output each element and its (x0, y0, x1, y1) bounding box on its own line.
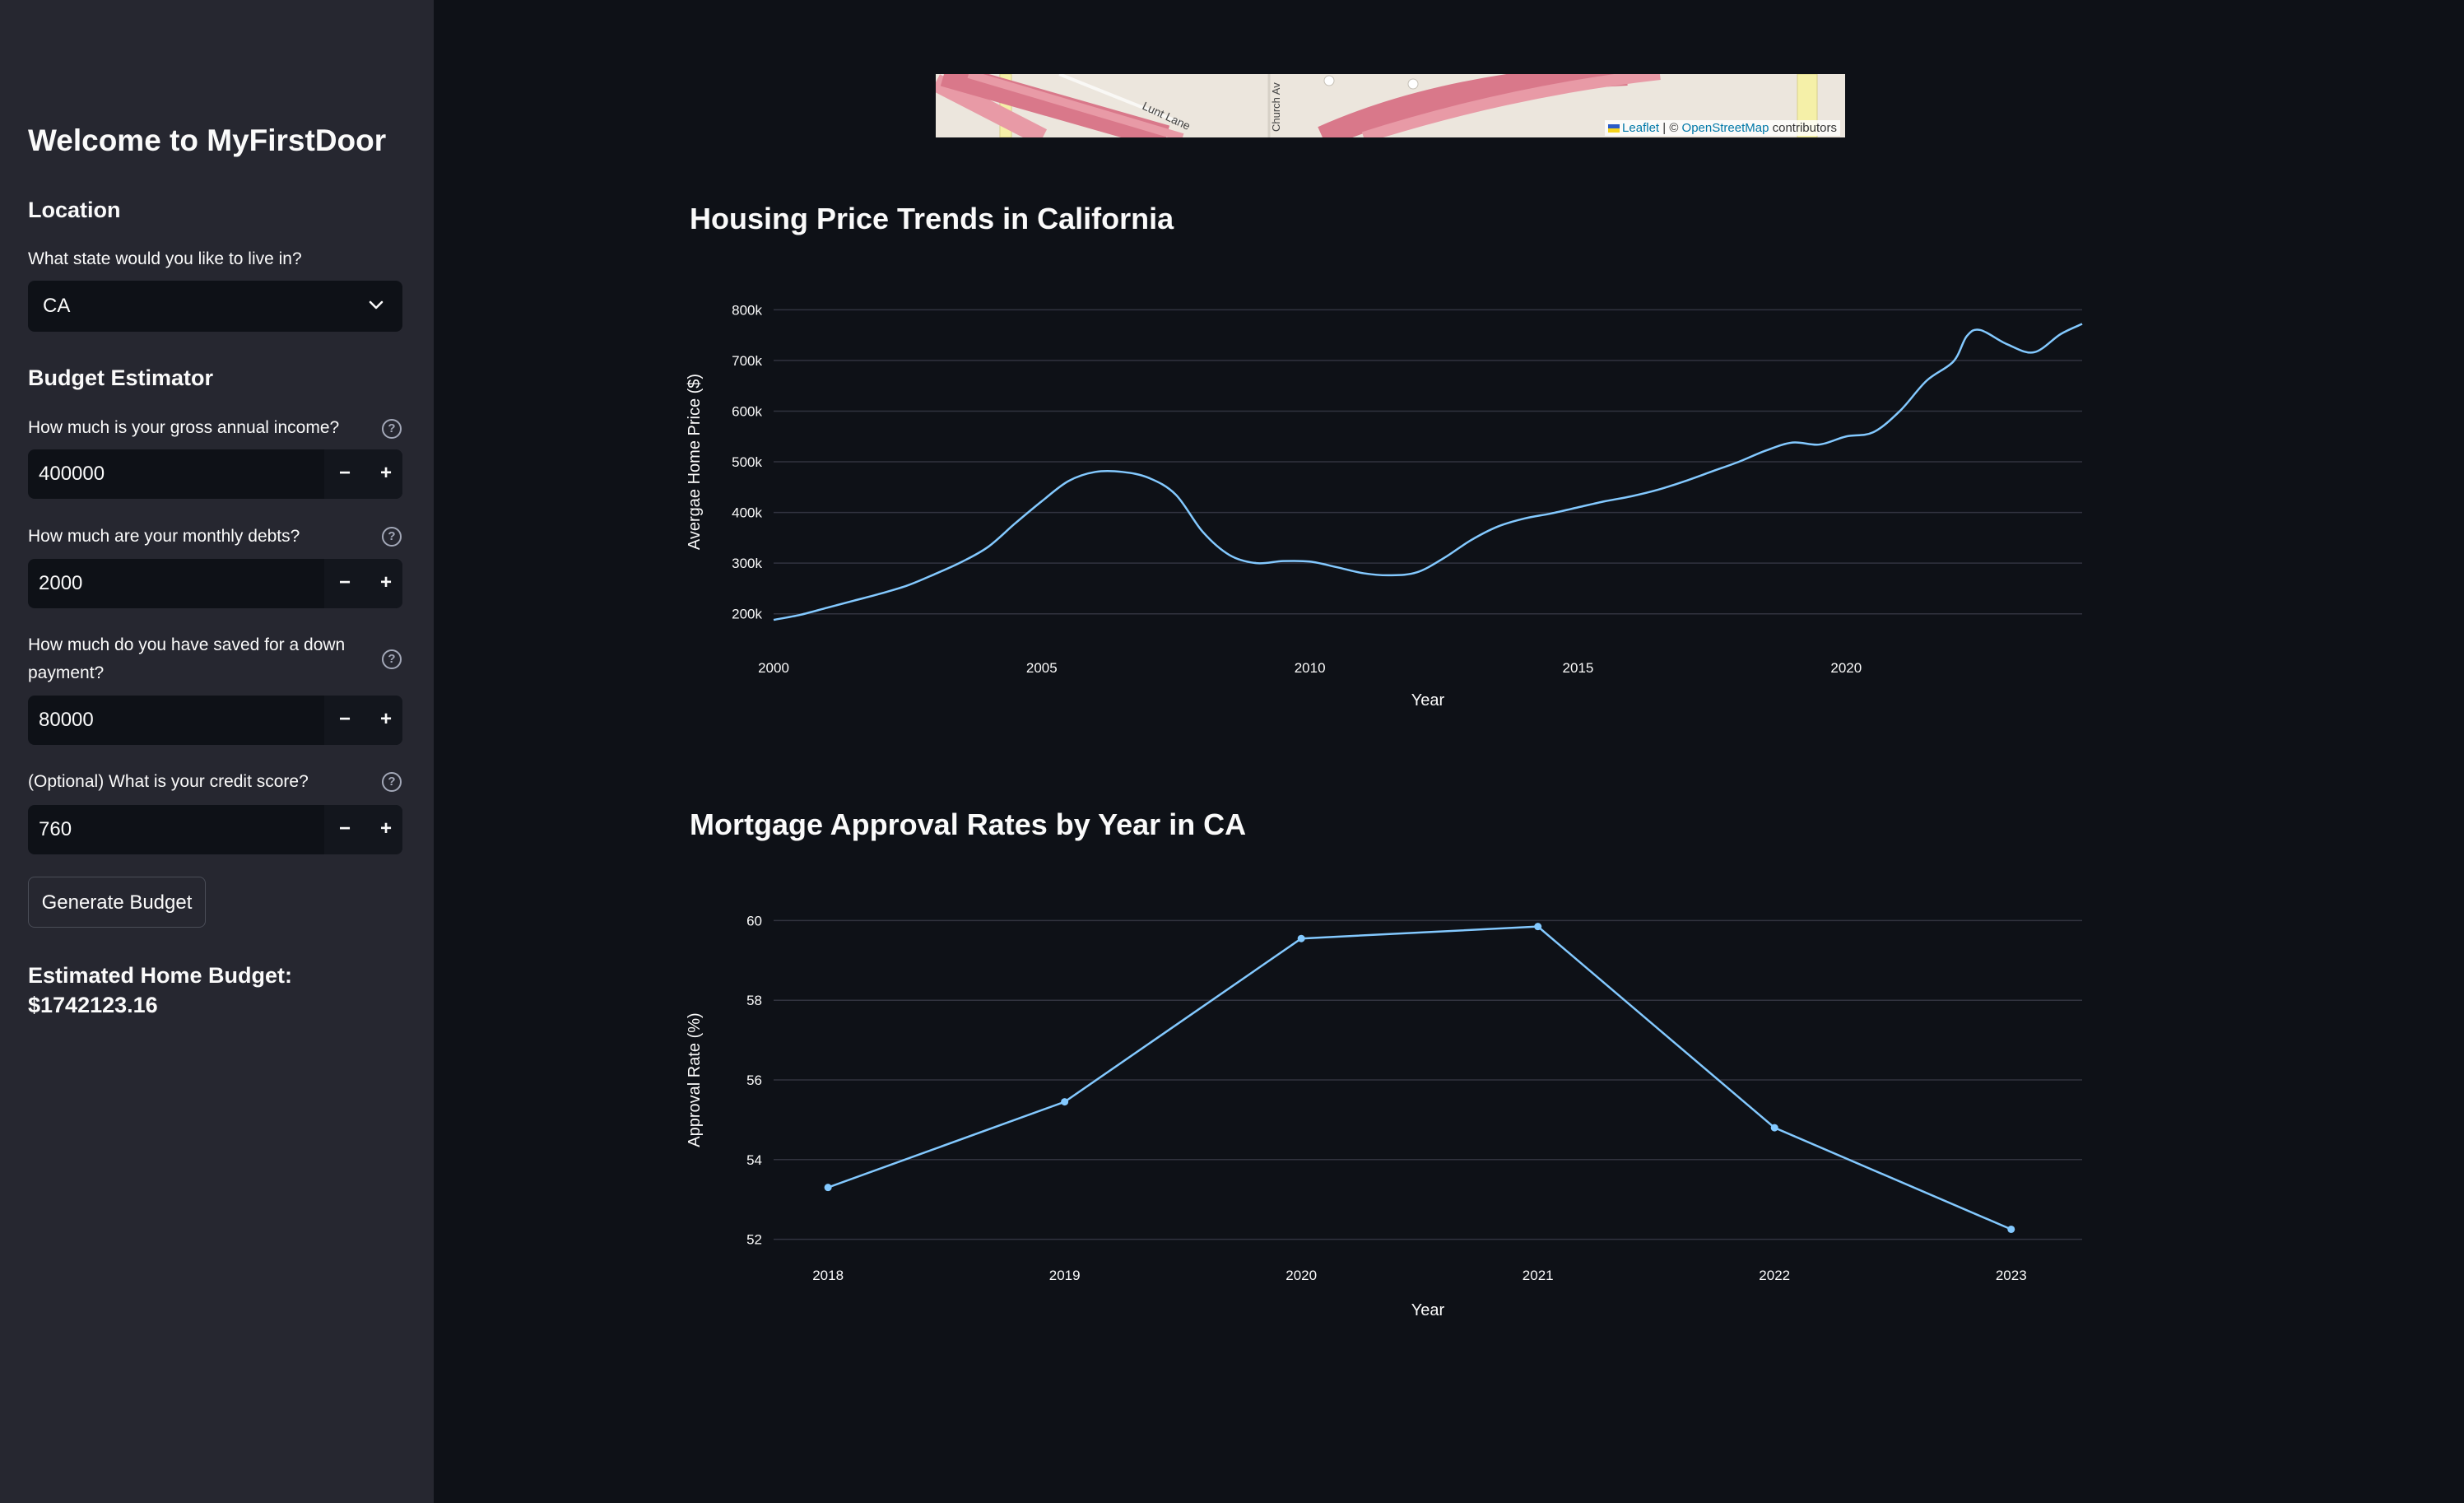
x-tick-label: 2015 (1563, 660, 1594, 676)
generate-budget-button[interactable]: Generate Budget (28, 877, 206, 928)
y-tick-label: 600k (732, 403, 762, 419)
leaflet-link[interactable]: Leaflet (1622, 121, 1660, 135)
credit-score-label: (Optional) What is your credit score? (28, 772, 309, 791)
debts-input[interactable]: 2000 − + (28, 559, 402, 608)
state-label: What state would you like to live in? (28, 249, 302, 268)
y-tick-label: 500k (732, 454, 762, 470)
y-tick-label: 60 (746, 913, 762, 928)
y-tick-label: 54 (746, 1152, 762, 1168)
x-tick-label: 2021 (1523, 1268, 1554, 1283)
credit-score-input[interactable]: 760 − + (28, 805, 402, 854)
series-line (773, 323, 2083, 621)
down-payment-help-icon[interactable]: ? (382, 649, 402, 669)
openstreetmap-link[interactable]: OpenStreetMap (1681, 121, 1769, 135)
down-payment-decrement-button[interactable]: − (324, 696, 365, 745)
map-attribution: Leaflet | © OpenStreetMap contributors (1605, 120, 1840, 136)
y-axis-label: Avergae Home Price ($) (686, 374, 704, 550)
series-line (827, 925, 2012, 1231)
data-point (1297, 934, 1305, 942)
income-input-value[interactable]: 400000 (39, 463, 105, 485)
sidebar: Welcome to MyFirstDoor Location What sta… (0, 0, 434, 1503)
down-payment-input-value[interactable]: 80000 (39, 709, 94, 731)
x-tick-label: 2018 (812, 1268, 844, 1283)
y-tick-label: 200k (732, 607, 762, 622)
x-axis-label: Year (1411, 1301, 1445, 1319)
y-tick-label: 400k (732, 505, 762, 521)
estimated-budget-result: Estimated Home Budget: $1742123.16 (28, 963, 293, 1017)
attribution-separator: | © (1659, 121, 1682, 135)
x-tick-label: 2020 (1285, 1268, 1317, 1283)
y-tick-label: 58 (746, 993, 762, 1008)
location-heading: Location (28, 198, 121, 222)
y-tick-label: 52 (746, 1232, 762, 1248)
ukraine-flag-icon (1608, 124, 1620, 133)
income-decrement-button[interactable]: − (324, 449, 365, 499)
income-increment-button[interactable]: + (365, 449, 402, 499)
x-axis-label: Year (1411, 691, 1445, 710)
data-point (1534, 923, 1542, 931)
state-select[interactable]: CA (28, 281, 402, 332)
debts-decrement-button[interactable]: − (324, 559, 365, 608)
x-tick-label: 2023 (1996, 1268, 2027, 1283)
attribution-contributors: contributors (1769, 121, 1837, 135)
housing-price-chart[interactable]: 200k 300k 400k 500k 600k 700k 800k 2000 2005 2010… (675, 272, 2107, 733)
map-tiles: Lunt Lane Church Av (936, 74, 1845, 137)
approval-rate-chart[interactable]: 52 54 56 58 60 2018 2019 2020 2021 2022 2023 Year Ap… (675, 893, 2107, 1338)
chevron-down-icon (369, 300, 384, 309)
state-select-value: CA (43, 295, 71, 317)
x-tick-label: 2020 (1830, 660, 1862, 676)
credit-score-input-value[interactable]: 760 (39, 818, 72, 840)
map-view[interactable]: Lunt Lane Church Av Leaflet | © OpenStre… (936, 74, 1845, 137)
income-help-icon[interactable]: ? (382, 419, 402, 439)
data-point (824, 1184, 832, 1192)
y-tick-label: 800k (732, 302, 762, 318)
app-title: Welcome to MyFirstDoor (28, 123, 387, 157)
x-tick-label: 2010 (1295, 660, 1326, 676)
data-point (1770, 1124, 1778, 1132)
debts-input-value[interactable]: 2000 (39, 572, 83, 594)
credit-score-help-icon[interactable]: ? (382, 772, 402, 792)
debts-label: How much are your monthly debts? (28, 527, 300, 546)
x-tick-label: 2000 (758, 660, 789, 676)
income-input[interactable]: 400000 − + (28, 449, 402, 499)
credit-score-increment-button[interactable]: + (365, 805, 402, 854)
down-payment-label: How much do you have saved for a down pa… (28, 635, 346, 682)
map-street-label: Church Av (1270, 82, 1282, 132)
data-point (2007, 1225, 2015, 1233)
y-tick-label: 700k (732, 353, 762, 369)
credit-score-decrement-button[interactable]: − (324, 805, 365, 854)
y-axis-label: Approval Rate (%) (686, 1012, 704, 1147)
debts-help-icon[interactable]: ? (382, 527, 402, 547)
y-tick-label: 300k (732, 556, 762, 571)
down-payment-input[interactable]: 80000 − + (28, 696, 402, 745)
budget-estimator-heading: Budget Estimator (28, 365, 214, 390)
income-label: How much is your gross annual income? (28, 418, 340, 437)
x-tick-label: 2022 (1759, 1268, 1790, 1283)
data-point (1061, 1098, 1069, 1106)
housing-chart-title: Housing Price Trends in California (690, 202, 1174, 235)
approval-chart-title: Mortgage Approval Rates by Year in CA (690, 807, 1247, 841)
y-tick-label: 56 (746, 1073, 762, 1088)
x-tick-label: 2019 (1049, 1268, 1081, 1283)
down-payment-increment-button[interactable]: + (365, 696, 402, 745)
debts-increment-button[interactable]: + (365, 559, 402, 608)
x-tick-label: 2005 (1026, 660, 1058, 676)
